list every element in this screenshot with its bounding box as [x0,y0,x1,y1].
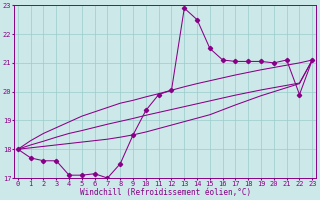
X-axis label: Windchill (Refroidissement éolien,°C): Windchill (Refroidissement éolien,°C) [80,188,251,197]
